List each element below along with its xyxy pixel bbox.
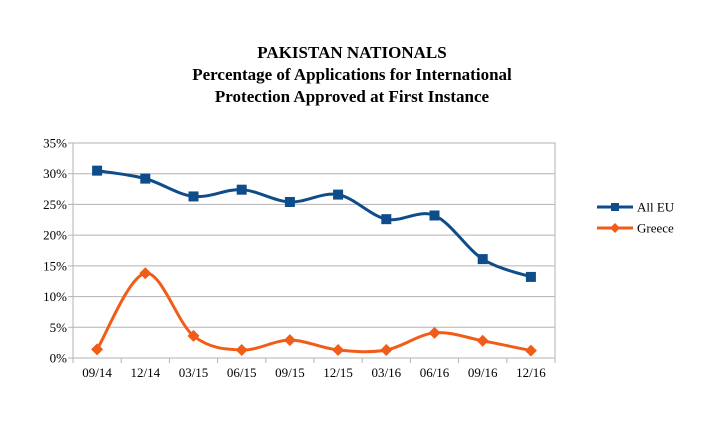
series-layer [91, 165, 537, 357]
x-axis: 09/14 12/14 03/15 06/15 09/15 12/15 03/16 06/16… [72, 358, 556, 380]
series-line-greece [95, 271, 533, 354]
data-point-greece [139, 267, 152, 280]
series-all-eu [92, 165, 536, 282]
data-point-all-eu [477, 254, 488, 265]
legend: All EU Greece [597, 200, 675, 236]
legend-marker-all-eu [611, 203, 619, 211]
data-point-greece [380, 344, 393, 357]
data-point-all-eu [381, 214, 392, 225]
chart-title-line-2: Percentage of Applications for Internati… [192, 65, 512, 84]
data-point-all-eu [188, 191, 199, 202]
y-tick-label: 35% [43, 136, 67, 151]
x-tick-label: 09/15 [275, 365, 305, 380]
data-point-greece [187, 329, 200, 342]
legend-item-greece: Greece [597, 221, 674, 236]
gridlines [73, 142, 555, 359]
y-axis: 0% 5% 10% 15% 20% 25% 30% 35% [43, 136, 73, 366]
x-tick-label: 03/16 [371, 365, 401, 380]
data-point-greece [476, 334, 489, 347]
data-point-all-eu [429, 210, 440, 221]
y-tick-label: 5% [50, 320, 68, 335]
data-point-all-eu [92, 165, 103, 176]
data-point-greece [283, 334, 296, 347]
x-tick-label: 09/16 [468, 365, 498, 380]
series-line-all-eu [95, 169, 533, 279]
x-tick-label: 12/14 [130, 365, 160, 380]
x-tick-label: 03/15 [179, 365, 209, 380]
x-tick-label: 12/16 [516, 365, 546, 380]
data-point-all-eu [525, 271, 536, 282]
y-tick-label: 25% [43, 197, 67, 212]
y-tick-label: 0% [50, 351, 68, 366]
x-tick-label: 06/16 [420, 365, 450, 380]
data-point-greece [235, 344, 248, 357]
data-point-all-eu [236, 184, 247, 195]
legend-label-greece: Greece [637, 221, 674, 236]
y-tick-label: 30% [43, 166, 67, 181]
data-point-all-eu [333, 189, 344, 200]
data-point-all-eu [284, 196, 295, 207]
y-tick-label: 15% [43, 258, 67, 273]
series-greece [91, 267, 537, 357]
x-tick-label: 06/15 [227, 365, 257, 380]
y-tick-label: 10% [43, 289, 67, 304]
legend-label-all-eu: All EU [637, 200, 675, 215]
data-point-greece [428, 326, 441, 339]
y-tick-label: 20% [43, 228, 67, 243]
data-point-greece [332, 344, 345, 357]
x-tick-label: 09/14 [82, 365, 112, 380]
legend-marker-greece [610, 223, 620, 233]
chart-title-line-1: PAKISTAN NATIONALS [257, 43, 446, 62]
x-tick-label: 12/15 [323, 365, 353, 380]
chart-title-line-3: Protection Approved at First Instance [215, 87, 490, 106]
data-point-greece [91, 343, 104, 356]
data-point-greece [524, 344, 537, 357]
legend-item-all-eu: All EU [597, 200, 675, 215]
chart-title: PAKISTAN NATIONALS Percentage of Applica… [192, 43, 512, 106]
data-point-all-eu [140, 173, 151, 184]
